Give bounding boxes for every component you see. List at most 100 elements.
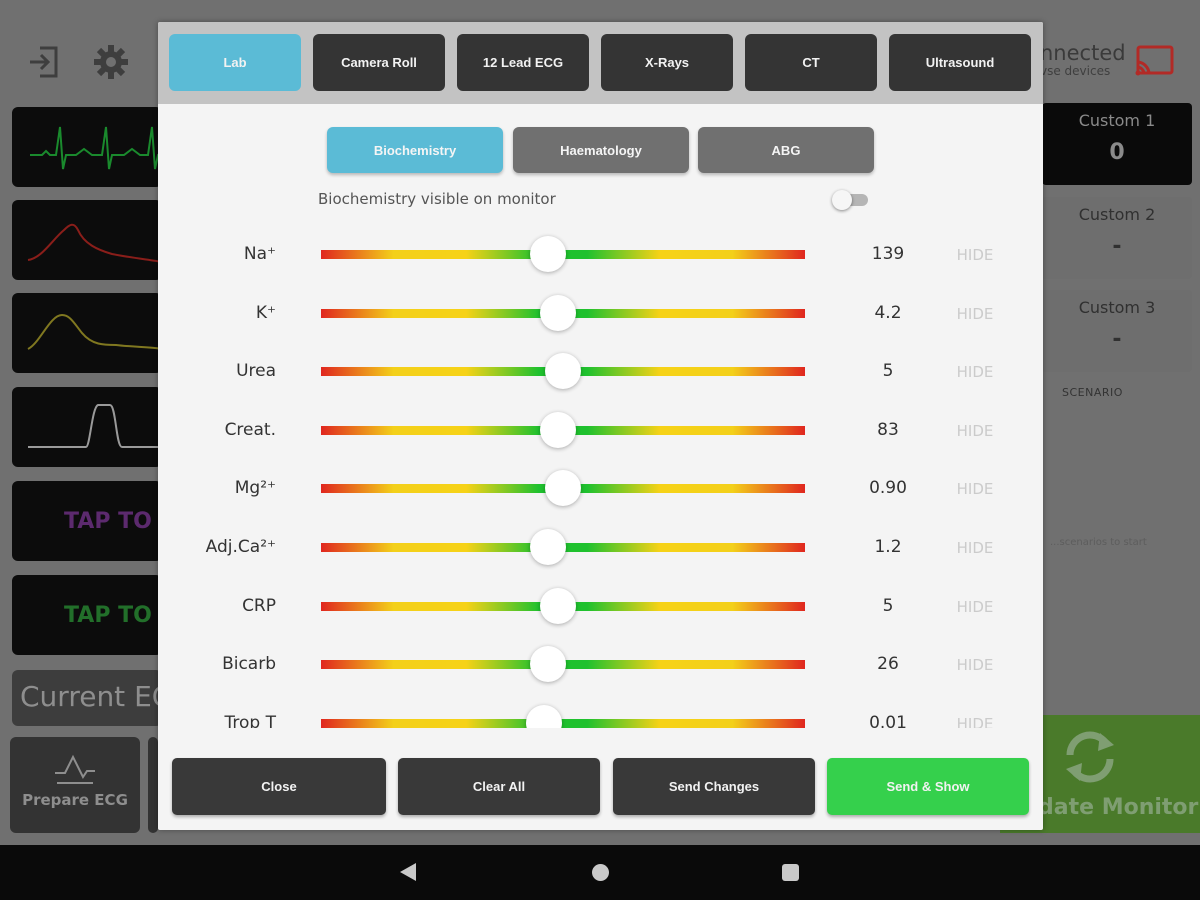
visible-on-monitor-toggle[interactable] xyxy=(832,190,870,210)
hide-button[interactable]: HIDE xyxy=(956,246,994,264)
abp-wave-tile[interactable] xyxy=(12,200,162,280)
hide-button[interactable]: HIDE xyxy=(956,539,994,557)
slider-thumb[interactable] xyxy=(545,353,581,390)
clear-all-button[interactable]: Clear All xyxy=(398,758,600,815)
lab-row-value: 1.2 xyxy=(874,537,902,557)
hide-button[interactable]: HIDE xyxy=(956,480,994,499)
tap-to-start-label: TAP TO S xyxy=(64,603,162,628)
hide-button[interactable]: HIDE xyxy=(956,597,994,616)
tab-camera-roll[interactable]: Camera Roll xyxy=(313,34,445,91)
lab-row-label: CRP xyxy=(242,595,276,616)
connection-title: nnected xyxy=(1040,41,1126,65)
lab-row-value: 26 xyxy=(877,654,899,675)
capno-waveform xyxy=(28,404,162,448)
lab-row-value: 0.01 xyxy=(869,712,907,728)
toggle-thumb xyxy=(832,190,852,210)
gear-icon[interactable] xyxy=(92,43,130,88)
tap-to-start-tile[interactable]: TAP TO S xyxy=(12,575,162,655)
lab-value-slider[interactable] xyxy=(321,587,805,624)
slider-thumb[interactable] xyxy=(525,704,562,728)
lab-row-label: Urea xyxy=(236,361,276,382)
hide-button[interactable]: HIDE xyxy=(956,714,994,728)
lab-values-list: Na⁺ 139 HIDE K⁺ 4.2 HIDE Urea 5 HIDE Creat. 83 HIDE… xyxy=(158,222,1043,728)
lab-row: Na⁺ 139 HIDE xyxy=(158,234,1043,274)
lab-row-label: Creat. xyxy=(224,419,276,440)
background-top-bar: nnected vse devices xyxy=(0,0,1200,105)
close-button[interactable]: Close xyxy=(172,758,386,815)
hide-button[interactable]: HIDE xyxy=(956,656,994,675)
android-nav-bar xyxy=(0,845,1200,900)
slider-track xyxy=(321,718,805,728)
lab-row-label: Mg²⁺ xyxy=(234,478,276,499)
lab-row-value: 0.90 xyxy=(869,478,907,499)
pleth-wave-tile[interactable] xyxy=(12,293,162,373)
tab-ct[interactable]: CT xyxy=(745,34,877,91)
ecg-wave-tile[interactable] xyxy=(12,107,162,187)
custom-card-1[interactable]: Custom 1 0 xyxy=(1042,103,1192,185)
lab-row: Trop T 0.01 HIDE xyxy=(158,703,1043,728)
hide-button[interactable]: HIDE xyxy=(956,363,994,382)
subtab-abg[interactable]: ABG xyxy=(698,127,874,173)
tab-lab[interactable]: Lab xyxy=(169,34,301,91)
slider-thumb[interactable] xyxy=(530,236,567,272)
abp-waveform xyxy=(27,223,162,263)
lab-row: Mg²⁺ 0.90 HIDE xyxy=(158,468,1043,508)
tap-to-start-label: TAP TO S xyxy=(64,509,162,534)
tab-ultrasound[interactable]: Ultrasound xyxy=(889,34,1031,91)
lab-row-label: Trop T xyxy=(224,712,276,728)
lab-row: Creat. 83 HIDE xyxy=(158,410,1043,450)
cast-icon[interactable] xyxy=(1134,44,1176,78)
custom-card-3[interactable]: Custom 3 - xyxy=(1042,290,1192,372)
tab-x-rays[interactable]: X-Rays xyxy=(601,34,733,91)
connection-status: nnected vse devices xyxy=(1040,41,1126,78)
lab-value-slider[interactable] xyxy=(321,294,805,331)
update-monitor-label: date Monitor xyxy=(1038,795,1199,820)
send-changes-button[interactable]: Send Changes xyxy=(613,758,815,815)
custom-card-value: - xyxy=(1112,327,1122,352)
lab-value-slider[interactable] xyxy=(321,470,805,507)
slider-thumb[interactable] xyxy=(540,411,577,448)
slider-thumb[interactable] xyxy=(540,587,577,624)
hide-button[interactable]: HIDE xyxy=(956,304,994,323)
lab-row-value: 139 xyxy=(871,244,905,264)
tab-12-lead-ecg[interactable]: 12 Lead ECG xyxy=(457,34,589,91)
login-icon[interactable] xyxy=(26,44,62,87)
scenario-hint: ...scenarios to start xyxy=(1050,537,1147,548)
slider-thumb[interactable] xyxy=(540,294,577,331)
prepare-ecg-button[interactable]: Prepare ECG xyxy=(10,737,140,833)
recent-apps-icon[interactable] xyxy=(782,864,799,881)
custom-card-2[interactable]: Custom 2 - xyxy=(1042,197,1192,279)
lab-value-slider[interactable] xyxy=(321,236,805,272)
slider-thumb[interactable] xyxy=(530,646,567,683)
lab-value-slider[interactable] xyxy=(321,411,805,448)
lab-row: K⁺ 4.2 HIDE xyxy=(158,293,1043,333)
lab-row-label: Adj.Ca²⁺ xyxy=(205,537,276,557)
slider-thumb[interactable] xyxy=(545,470,581,507)
lab-value-slider[interactable] xyxy=(321,704,805,728)
lab-row-value: 5 xyxy=(882,595,894,616)
ecg-waveform xyxy=(30,126,162,170)
subtab-haematology[interactable]: Haematology xyxy=(513,127,689,173)
lab-row-value: 83 xyxy=(877,419,899,440)
hide-button[interactable]: HIDE xyxy=(956,421,994,440)
category-tab-bar: Lab Camera Roll 12 Lead ECG X-Rays CT Ul… xyxy=(158,22,1043,104)
lab-row-label: Bicarb xyxy=(222,654,276,675)
lab-row: Urea 5 HIDE xyxy=(158,351,1043,391)
lab-value-slider[interactable] xyxy=(321,529,805,565)
home-icon[interactable] xyxy=(592,864,609,881)
lab-value-slider[interactable] xyxy=(321,646,805,683)
custom-card-title: Custom 2 xyxy=(1078,205,1156,224)
custom-card-value: 0 xyxy=(1109,140,1125,165)
slider-thumb[interactable] xyxy=(530,529,567,565)
lab-value-slider[interactable] xyxy=(321,353,805,390)
bottom-tile[interactable] xyxy=(148,737,158,833)
tap-to-start-tile[interactable]: TAP TO S xyxy=(12,481,162,561)
lab-row-value: 5 xyxy=(882,361,894,382)
scenario-label: SCENARIO xyxy=(1062,386,1123,399)
pleth-waveform xyxy=(27,313,162,350)
subtab-biochemistry[interactable]: Biochemistry xyxy=(327,127,503,173)
back-icon[interactable] xyxy=(400,863,416,881)
send-and-show-button[interactable]: Send & Show xyxy=(827,758,1029,815)
investigations-dialog: Lab Camera Roll 12 Lead ECG X-Rays CT Ul… xyxy=(158,22,1043,830)
capno-wave-tile[interactable] xyxy=(12,387,162,467)
